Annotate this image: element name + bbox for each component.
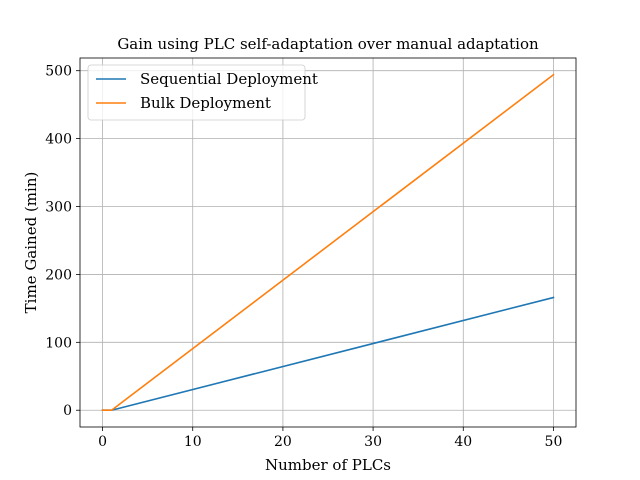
x-tick-label: 20 [274,434,292,450]
series-lines [101,73,555,412]
y-tick-label: 300 [45,200,72,216]
x-tick-label: 40 [454,434,472,450]
x-tick-label: 0 [98,434,107,450]
x-tick-label: 30 [364,434,382,450]
y-tick-label: 400 [45,132,72,148]
legend-label-sequential-deployment: Sequential Deployment [140,70,318,88]
y-tick-label: 0 [63,403,72,419]
y-tick-label: 200 [45,267,72,283]
plot-frame [79,57,577,428]
series-line-sequential-deployment [101,296,555,412]
x-tick-label: 10 [184,434,202,450]
x-axis-label: Number of PLCs [265,456,391,474]
y-tick-label: 100 [45,335,72,351]
legend: Sequential Deployment Bulk Deployment [87,64,318,121]
legend-box [87,64,306,121]
y-tick-label: 500 [45,64,72,80]
legend-label-bulk-deployment: Bulk Deployment [140,94,271,112]
chart-title: Gain using PLC self-adaptation over manu… [117,35,539,53]
series-line-bulk-deployment [101,73,555,412]
y-axis-label: Time Gained (min) [22,172,40,314]
x-tick-label: 50 [545,434,563,450]
